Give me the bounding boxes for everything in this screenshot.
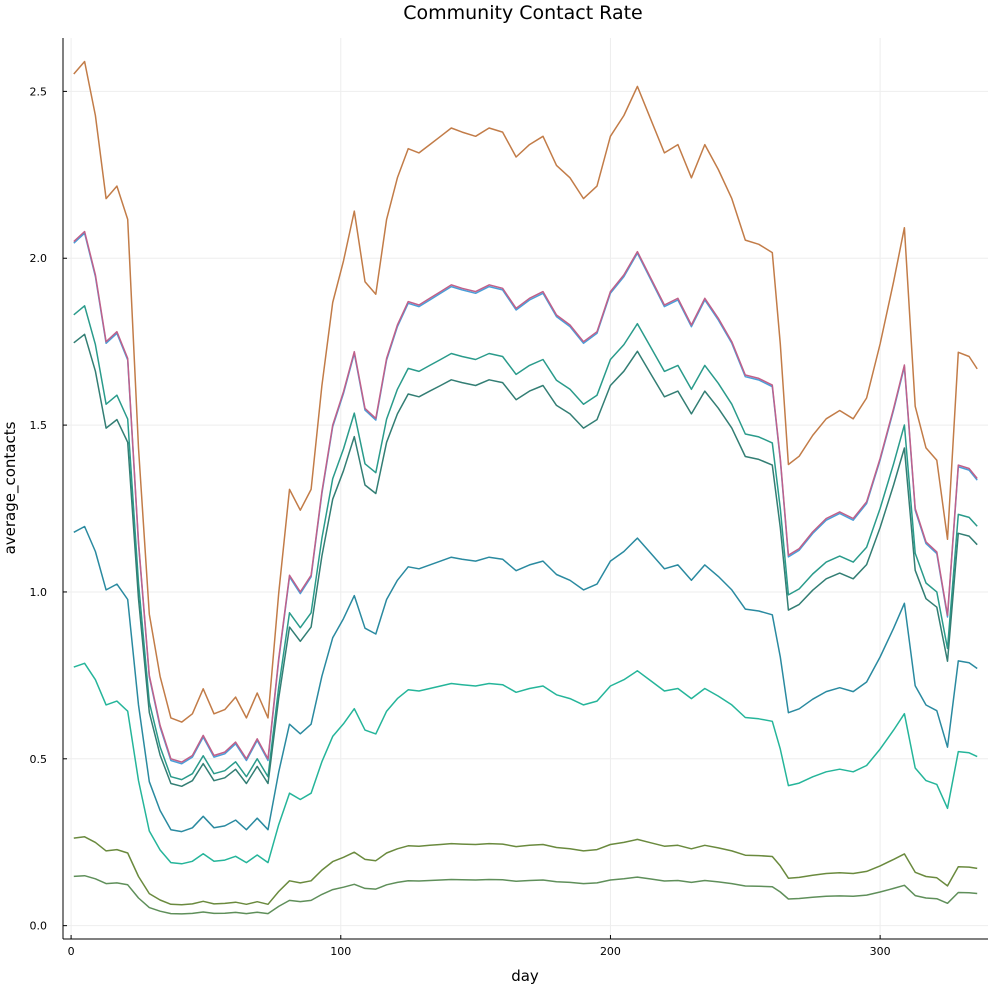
series-line-7 (73, 662, 978, 865)
x-tick-label: 100 (330, 945, 351, 958)
series-line-4 (73, 305, 978, 781)
x-tick-label: 0 (68, 945, 75, 958)
y-tick-label: 2.5 (30, 85, 48, 98)
y-tick-label: 0.0 (30, 920, 48, 933)
x-axis-title: day (511, 967, 539, 985)
series-line-8 (73, 836, 978, 906)
series-line-6 (73, 525, 978, 833)
series-line-2 (73, 232, 978, 765)
series-group (73, 60, 978, 915)
y-tick-label: 2.0 (30, 252, 48, 265)
x-tick-label: 200 (600, 945, 621, 958)
grid (63, 38, 988, 939)
y-tick-label: 1.0 (30, 586, 48, 599)
axes (62, 38, 988, 940)
series-line-9 (73, 874, 978, 915)
y-tick-label: 1.5 (30, 419, 48, 432)
y-tick-labels: 0.0 0.5 1.0 1.5 2.0 2.5 (30, 85, 67, 933)
x-tick-labels: 0 100 200 300 (68, 935, 891, 958)
series-line-5 (73, 333, 978, 788)
series-line-1 (73, 60, 978, 723)
y-axis-title: average_contacts (1, 421, 20, 554)
x-tick-label: 300 (870, 945, 891, 958)
series-line-3 (73, 230, 978, 763)
y-tick-label: 0.5 (30, 753, 48, 766)
chart-title: Community Contact Rate (403, 2, 643, 24)
